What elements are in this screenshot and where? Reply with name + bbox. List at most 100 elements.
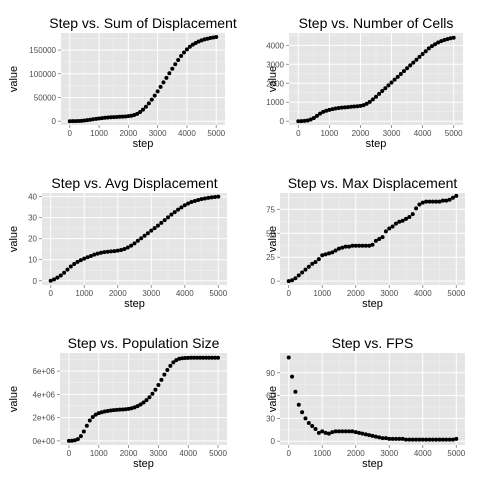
data-point xyxy=(173,62,178,67)
data-point xyxy=(117,114,122,119)
data-point xyxy=(330,250,335,255)
data-point xyxy=(165,367,170,372)
data-point xyxy=(126,114,131,119)
data-point xyxy=(162,372,167,377)
data-point xyxy=(85,118,90,123)
data-point xyxy=(135,238,140,243)
data-point xyxy=(135,404,140,409)
data-point xyxy=(427,199,432,204)
data-point xyxy=(306,420,311,425)
data-point xyxy=(171,360,176,365)
data-point xyxy=(395,74,400,79)
data-point xyxy=(174,358,179,363)
data-point xyxy=(293,389,298,394)
data-point xyxy=(326,251,331,256)
chart-title: Step vs. Number of Cells xyxy=(299,15,454,31)
y-tick-label: 10 xyxy=(28,256,37,265)
data-point xyxy=(207,355,212,360)
data-point xyxy=(84,423,89,428)
data-point xyxy=(182,50,186,55)
y-tick-label: 0 xyxy=(271,437,276,446)
x-tick-label: 4000 xyxy=(414,129,432,138)
data-point xyxy=(129,243,134,248)
data-point xyxy=(340,245,345,250)
data-point xyxy=(358,103,363,108)
data-point xyxy=(320,253,325,258)
data-point xyxy=(143,104,148,109)
data-point xyxy=(321,109,326,114)
x-tick-label: 0 xyxy=(48,289,53,298)
chart-title: Step vs. Population Size xyxy=(68,335,220,351)
data-point xyxy=(52,277,57,282)
data-point xyxy=(343,244,348,249)
data-point xyxy=(67,119,72,124)
data-point xyxy=(318,111,323,116)
data-point xyxy=(423,49,428,54)
x-tick-label: 5000 xyxy=(207,129,225,138)
data-point xyxy=(102,115,107,120)
data-point xyxy=(314,113,319,118)
data-point xyxy=(440,198,445,203)
data-point xyxy=(377,435,382,440)
data-point xyxy=(420,52,425,57)
data-point xyxy=(370,242,375,247)
data-point xyxy=(75,437,80,442)
data-point xyxy=(310,423,315,428)
data-point xyxy=(370,433,375,438)
data-point xyxy=(168,363,173,368)
data-point xyxy=(92,252,97,257)
data-point xyxy=(410,437,415,442)
x-tick-label: 3000 xyxy=(383,129,401,138)
data-point xyxy=(48,278,53,283)
data-point xyxy=(123,114,128,119)
data-point xyxy=(327,107,332,112)
data-point xyxy=(155,89,160,94)
data-point xyxy=(316,430,321,435)
chart-title: Step vs. Max Displacement xyxy=(288,175,458,191)
y-tick-label: 75 xyxy=(266,205,275,214)
chart-title: Step vs. Avg Displacement xyxy=(51,175,217,191)
data-point xyxy=(355,104,360,109)
data-point xyxy=(179,54,184,58)
x-tick-label: 5000 xyxy=(209,289,227,298)
data-point xyxy=(142,233,147,238)
data-point xyxy=(214,35,219,40)
y-axis-label: value xyxy=(8,386,20,412)
data-point xyxy=(155,223,160,228)
y-tick-label: 4e+06 xyxy=(33,390,56,399)
data-point xyxy=(350,429,355,434)
data-point xyxy=(420,200,425,205)
data-point xyxy=(346,105,351,110)
data-point xyxy=(186,355,191,360)
y-tick-label: 50000 xyxy=(34,93,57,102)
chart-panel-3: 0 1000 2000 3000 4000 5000 0 10 20 30 40 Step vs. A… xyxy=(8,175,228,310)
data-point xyxy=(296,273,301,278)
data-point xyxy=(444,437,449,442)
data-point xyxy=(417,54,422,59)
x-tick-label: 1000 xyxy=(313,289,331,298)
data-point xyxy=(404,216,409,221)
data-point xyxy=(72,261,77,266)
data-point xyxy=(360,243,365,248)
data-point xyxy=(417,202,422,207)
data-point xyxy=(198,355,203,360)
data-point xyxy=(212,195,217,199)
data-point xyxy=(139,236,144,241)
data-point xyxy=(82,256,87,261)
data-point xyxy=(105,115,110,120)
data-point xyxy=(336,429,341,434)
x-tick-label: 2000 xyxy=(119,129,137,138)
data-point xyxy=(210,355,215,360)
data-point xyxy=(357,243,362,248)
data-point xyxy=(290,374,295,379)
y-tick-label: 3000 xyxy=(266,60,284,69)
x-tick-label: 1000 xyxy=(313,449,331,458)
x-tick-label: 3000 xyxy=(149,129,167,138)
y-axis-label: value xyxy=(267,386,279,412)
data-point xyxy=(196,197,201,202)
data-point xyxy=(114,114,119,119)
data-point xyxy=(150,391,155,396)
data-point xyxy=(176,207,181,212)
data-point xyxy=(361,103,366,108)
x-tick-label: 3000 xyxy=(380,449,398,458)
